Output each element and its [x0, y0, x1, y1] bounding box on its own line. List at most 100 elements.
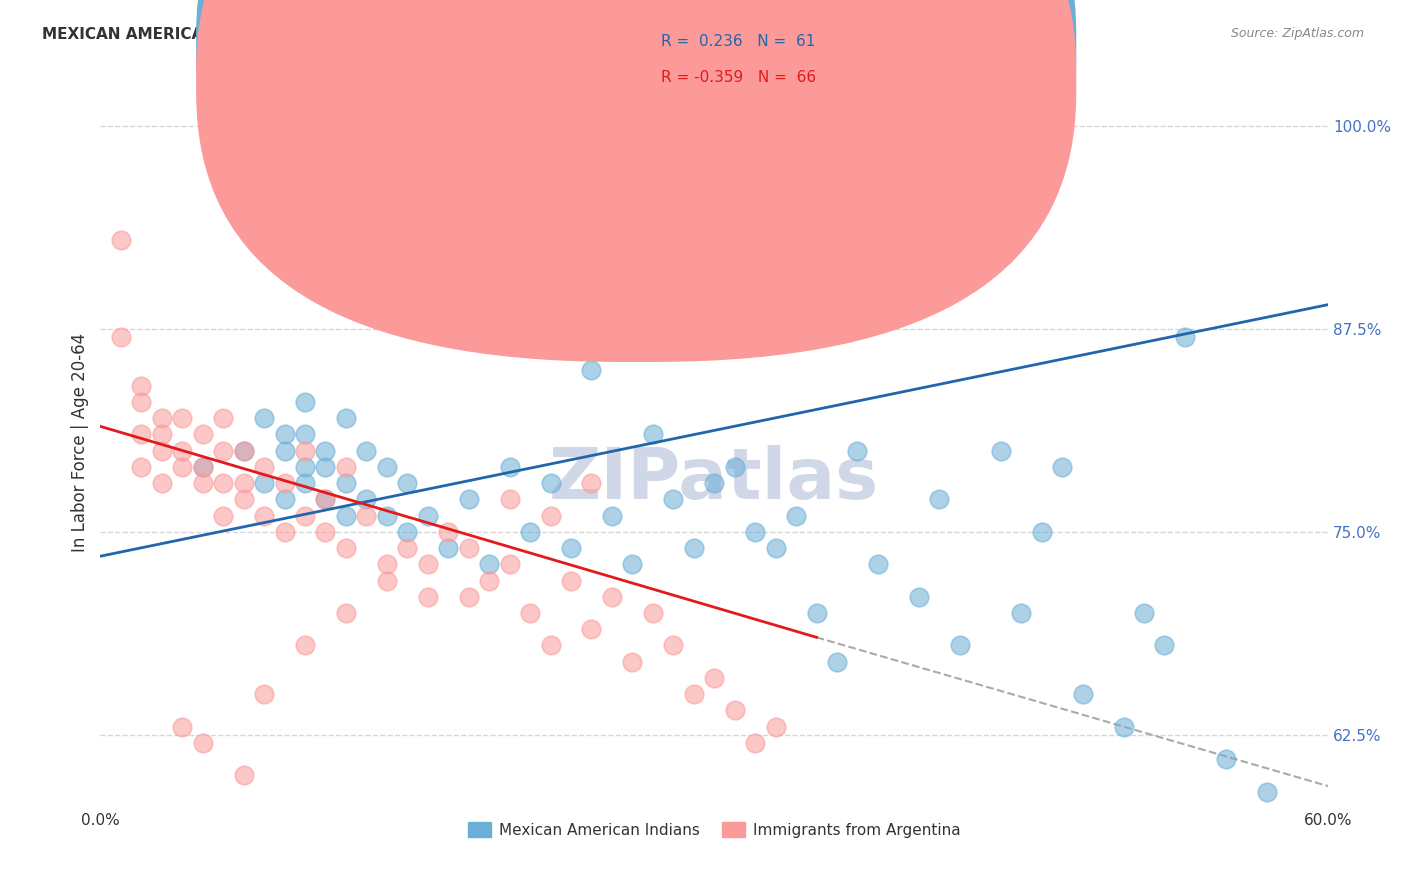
Immigrants from Argentina: [519, 606, 541, 620]
Immigrants from Argentina: [129, 427, 152, 442]
Mexican American Indians: [682, 541, 704, 555]
Immigrants from Argentina: [172, 411, 194, 425]
Immigrants from Argentina: [416, 590, 439, 604]
Mexican American Indians: [785, 508, 807, 523]
Mexican American Indians: [1256, 784, 1278, 798]
Mexican American Indians: [396, 476, 419, 491]
Immigrants from Argentina: [356, 508, 378, 523]
Mexican American Indians: [641, 427, 664, 442]
Immigrants from Argentina: [110, 233, 132, 247]
Immigrants from Argentina: [498, 558, 520, 572]
Mexican American Indians: [703, 476, 725, 491]
Mexican American Indians: [232, 443, 254, 458]
Text: MEXICAN AMERICAN INDIAN VS IMMIGRANTS FROM ARGENTINA IN LABOR FORCE | AGE 20-64 : MEXICAN AMERICAN INDIAN VS IMMIGRANTS FR…: [42, 27, 1029, 43]
Mexican American Indians: [253, 476, 276, 491]
Immigrants from Argentina: [273, 476, 295, 491]
Immigrants from Argentina: [540, 508, 562, 523]
Immigrants from Argentina: [560, 574, 582, 588]
Immigrants from Argentina: [232, 476, 254, 491]
Text: Source: ZipAtlas.com: Source: ZipAtlas.com: [1230, 27, 1364, 40]
Mexican American Indians: [314, 459, 336, 474]
Immigrants from Argentina: [212, 443, 235, 458]
Mexican American Indians: [375, 459, 398, 474]
Mexican American Indians: [1215, 752, 1237, 766]
Mexican American Indians: [928, 492, 950, 507]
Immigrants from Argentina: [172, 459, 194, 474]
Immigrants from Argentina: [212, 411, 235, 425]
Immigrants from Argentina: [232, 492, 254, 507]
Mexican American Indians: [396, 524, 419, 539]
Immigrants from Argentina: [314, 492, 336, 507]
Immigrants from Argentina: [212, 508, 235, 523]
Immigrants from Argentina: [253, 508, 276, 523]
Immigrants from Argentina: [540, 639, 562, 653]
Immigrants from Argentina: [375, 574, 398, 588]
Mexican American Indians: [1050, 459, 1073, 474]
Mexican American Indians: [437, 541, 460, 555]
Immigrants from Argentina: [600, 590, 623, 604]
Mexican American Indians: [540, 249, 562, 263]
Immigrants from Argentina: [129, 459, 152, 474]
Mexican American Indians: [866, 558, 889, 572]
Mexican American Indians: [1071, 687, 1094, 701]
Immigrants from Argentina: [335, 541, 357, 555]
Mexican American Indians: [1031, 524, 1053, 539]
Immigrants from Argentina: [294, 639, 316, 653]
Immigrants from Argentina: [172, 720, 194, 734]
Immigrants from Argentina: [129, 379, 152, 393]
Mexican American Indians: [846, 443, 869, 458]
Immigrants from Argentina: [478, 574, 501, 588]
Immigrants from Argentina: [253, 459, 276, 474]
Immigrants from Argentina: [294, 443, 316, 458]
Mexican American Indians: [744, 524, 766, 539]
Immigrants from Argentina: [253, 687, 276, 701]
Text: R = -0.359   N =  66: R = -0.359 N = 66: [661, 70, 815, 85]
Immigrants from Argentina: [150, 443, 173, 458]
Mexican American Indians: [990, 443, 1012, 458]
Immigrants from Argentina: [662, 639, 685, 653]
Mexican American Indians: [825, 655, 848, 669]
Immigrants from Argentina: [744, 736, 766, 750]
Mexican American Indians: [600, 508, 623, 523]
Mexican American Indians: [294, 427, 316, 442]
Immigrants from Argentina: [682, 687, 704, 701]
Mexican American Indians: [806, 606, 828, 620]
Mexican American Indians: [314, 492, 336, 507]
Immigrants from Argentina: [457, 541, 479, 555]
Mexican American Indians: [335, 476, 357, 491]
Immigrants from Argentina: [294, 508, 316, 523]
Immigrants from Argentina: [232, 768, 254, 782]
Immigrants from Argentina: [191, 427, 214, 442]
Mexican American Indians: [375, 508, 398, 523]
Text: R =  0.236   N =  61: R = 0.236 N = 61: [661, 35, 815, 49]
Mexican American Indians: [273, 427, 295, 442]
Legend: Mexican American Indians, Immigrants from Argentina: Mexican American Indians, Immigrants fro…: [461, 815, 966, 844]
Immigrants from Argentina: [150, 427, 173, 442]
Immigrants from Argentina: [172, 443, 194, 458]
Mexican American Indians: [457, 492, 479, 507]
Immigrants from Argentina: [581, 476, 603, 491]
Immigrants from Argentina: [232, 443, 254, 458]
Mexican American Indians: [621, 558, 644, 572]
Mexican American Indians: [1010, 606, 1032, 620]
Mexican American Indians: [908, 590, 931, 604]
Mexican American Indians: [294, 395, 316, 409]
Mexican American Indians: [560, 541, 582, 555]
Immigrants from Argentina: [150, 476, 173, 491]
Immigrants from Argentina: [581, 622, 603, 636]
Mexican American Indians: [356, 492, 378, 507]
Mexican American Indians: [253, 411, 276, 425]
Mexican American Indians: [356, 443, 378, 458]
Immigrants from Argentina: [129, 395, 152, 409]
Immigrants from Argentina: [191, 459, 214, 474]
Immigrants from Argentina: [703, 671, 725, 685]
Immigrants from Argentina: [375, 558, 398, 572]
Immigrants from Argentina: [335, 606, 357, 620]
Immigrants from Argentina: [212, 476, 235, 491]
Immigrants from Argentina: [335, 459, 357, 474]
Immigrants from Argentina: [314, 524, 336, 539]
Immigrants from Argentina: [416, 558, 439, 572]
Immigrants from Argentina: [724, 703, 747, 717]
Mexican American Indians: [335, 411, 357, 425]
Mexican American Indians: [314, 443, 336, 458]
